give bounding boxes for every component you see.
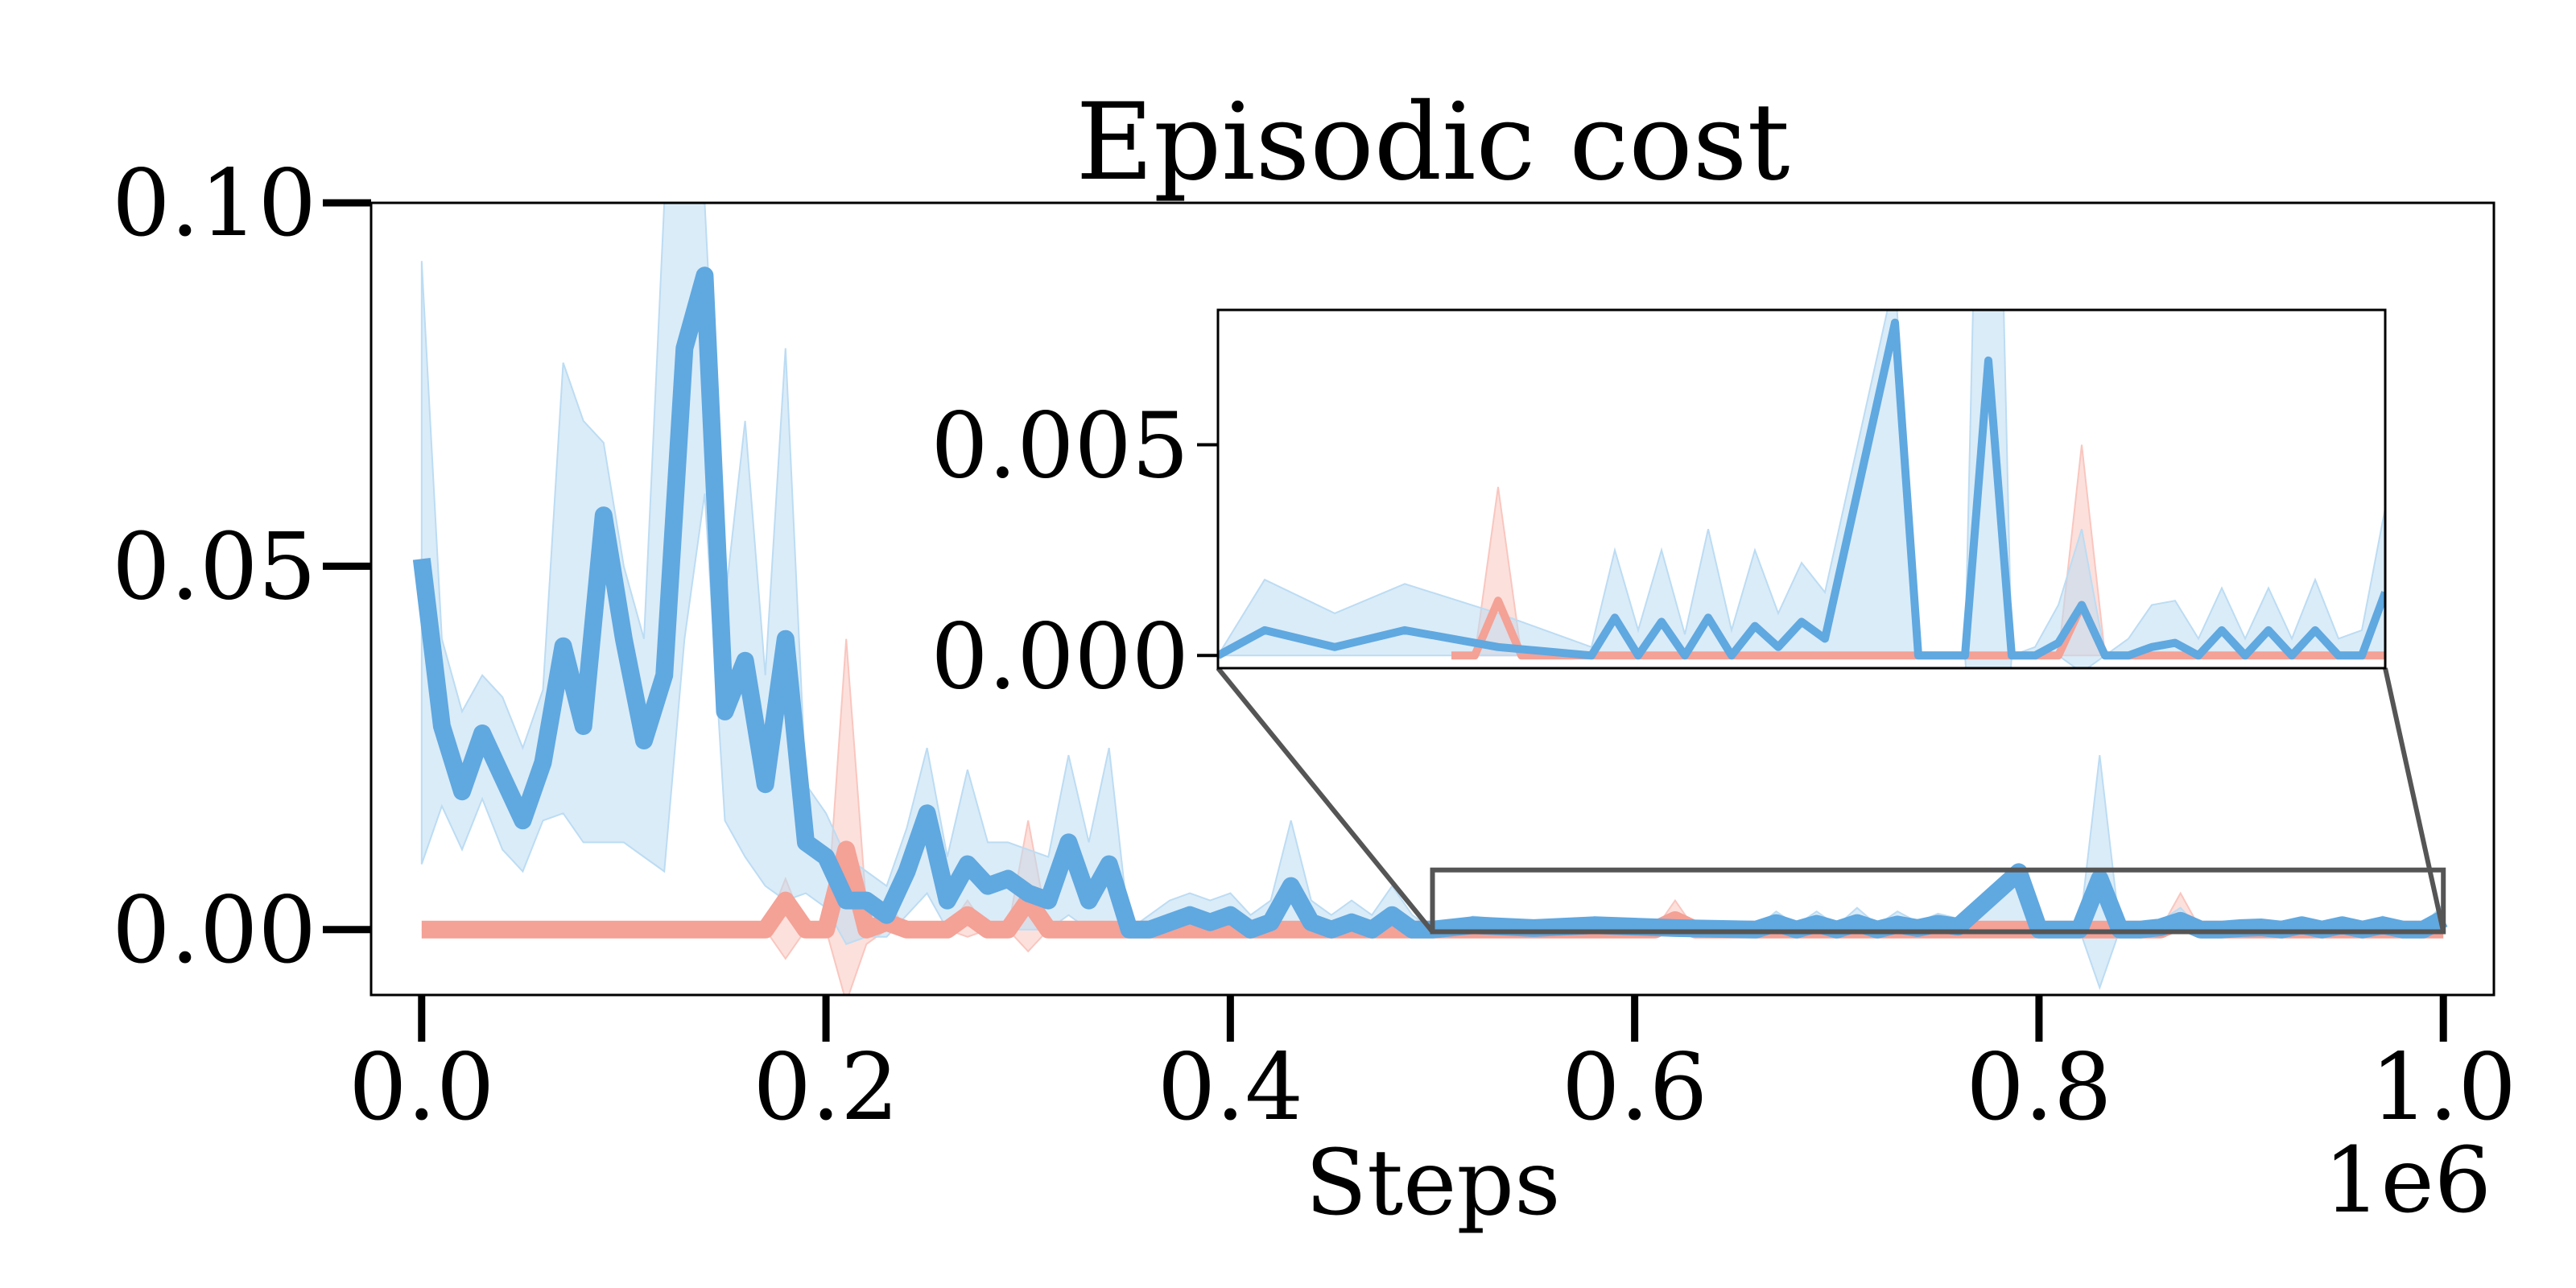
x-axis-label: Steps: [1305, 1131, 1560, 1236]
main-plot-frame: [369, 201, 2496, 997]
inset-series-1-line: [1218, 318, 2385, 660]
x-axis: 0.0 0.2 0.4 0.6 0.8 1.0: [349, 995, 2516, 1141]
inset-plot-area: 0.000 0.005: [931, 308, 2387, 709]
zoom-connector-left: [1216, 667, 1435, 934]
inset-y-axis: 0.000 0.005: [931, 394, 1218, 709]
y-tick-label: 0.05: [112, 513, 316, 620]
x-offset-label: 1e6: [2323, 1129, 2491, 1233]
y-axis: 0.00 0.05 0.10: [112, 150, 371, 984]
series-1-line: [412, 266, 2448, 939]
zoom-connector-right: [2383, 667, 2446, 933]
inset-y-tick-label: 0.000: [931, 605, 1189, 709]
zoom-region-box: [1430, 867, 2446, 935]
x-tick-label: 0.4: [1158, 1034, 1303, 1141]
x-tick-label: 1.0: [2371, 1034, 2516, 1141]
x-tick-label: 0.8: [1966, 1034, 2112, 1141]
x-tick-label: 0.2: [753, 1034, 898, 1141]
inset-frame: [1216, 308, 2387, 670]
x-tick-label: 0.6: [1562, 1034, 1707, 1141]
main-plot-area: 0.00 0.05 0.10 0.0 0.2 0.4 0.6 0.8 1.0: [112, 150, 2516, 1141]
x-tick-label: 0.0: [349, 1034, 494, 1141]
y-tick-label: 0.00: [112, 877, 316, 984]
inset-y-tick-label: 0.005: [931, 394, 1189, 499]
zoom-indicator: [1216, 667, 2446, 935]
y-tick-label: 0.10: [112, 150, 316, 257]
chart-title: Episodic cost: [1075, 80, 1790, 204]
